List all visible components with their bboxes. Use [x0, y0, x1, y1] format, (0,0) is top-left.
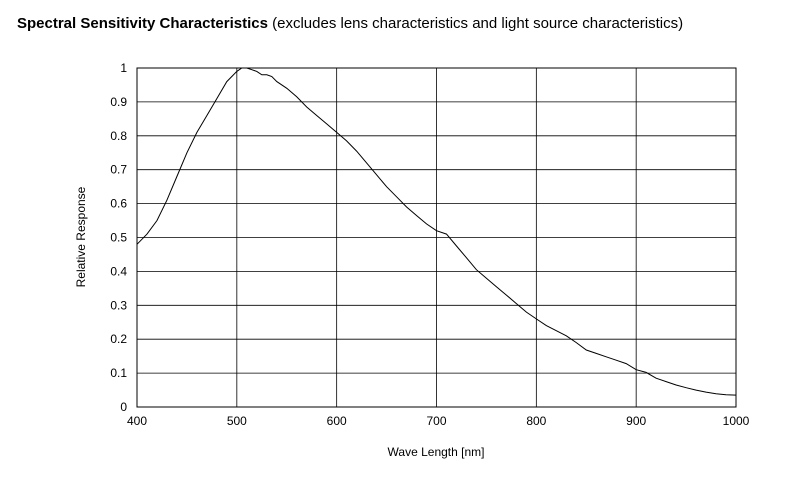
- y-tick-label: 0.9: [110, 95, 127, 109]
- chart-subtitle: (excludes lens characteristics and light…: [272, 15, 684, 32]
- y-tick-label: 0: [120, 400, 127, 414]
- y-tick-label: 0.2: [110, 332, 127, 346]
- y-tick-label: 1: [120, 61, 127, 75]
- y-axis-label: Relative Response: [74, 186, 88, 287]
- chart-title: Spectral Sensitivity Characteristics: [17, 15, 268, 32]
- y-tick-label: 0.5: [110, 231, 127, 245]
- plot-frame: [136, 67, 737, 408]
- x-tick-label: 600: [327, 414, 347, 428]
- x-tick-label: 700: [426, 414, 446, 428]
- grid: [137, 68, 736, 407]
- y-tick-label: 0.7: [110, 163, 127, 177]
- x-tick-label: 900: [626, 414, 646, 428]
- y-tick-label: 0.3: [110, 298, 127, 312]
- response-curve: [136, 67, 737, 396]
- x-tick-label: 800: [526, 414, 546, 428]
- x-tick-label: 400: [127, 414, 147, 428]
- x-tick-label: 1000: [723, 414, 750, 428]
- x-axis-label: Wave Length [nm]: [388, 445, 485, 459]
- y-tick-label: 0.4: [110, 264, 127, 278]
- x-tick-labels: 400 500 600 700 800 900 1000: [127, 414, 750, 428]
- x-tick-label: 500: [227, 414, 247, 428]
- y-tick-labels: 0 0.1 0.2 0.3 0.4 0.5 0.6 0.7 0.8 0.9 1: [110, 61, 127, 414]
- y-tick-label: 0.1: [110, 366, 127, 380]
- y-tick-label: 0.8: [110, 129, 127, 143]
- chart-title-block: Spectral Sensitivity Characteristics (ex…: [17, 15, 683, 32]
- y-tick-label: 0.6: [110, 197, 127, 211]
